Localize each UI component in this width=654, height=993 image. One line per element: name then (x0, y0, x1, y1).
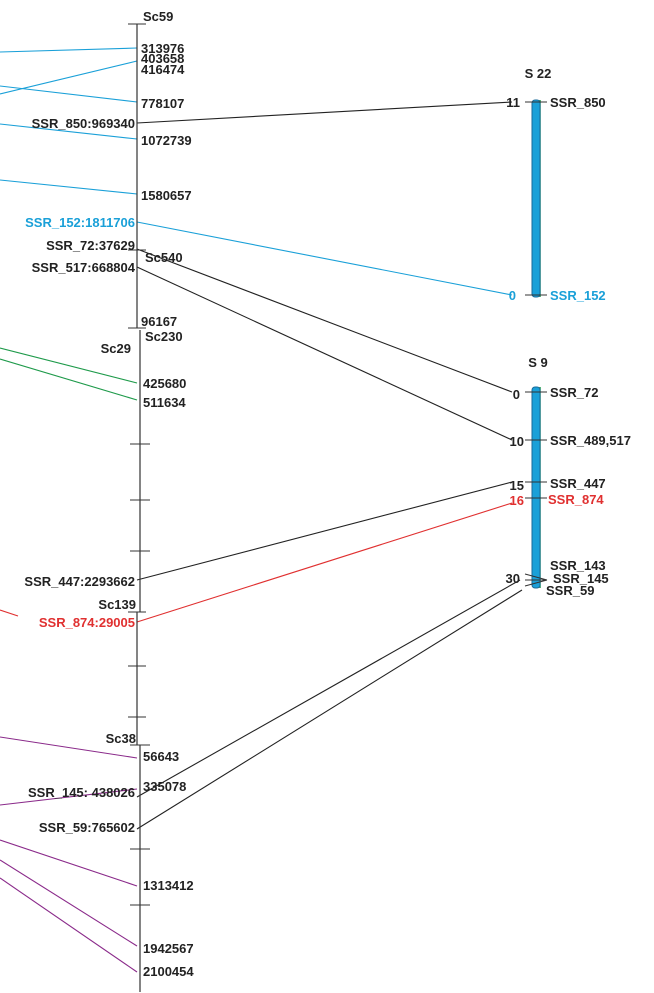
position-label: 511634 (143, 395, 186, 410)
link-313976 (0, 47, 138, 53)
linkage-group-title: S 9 (528, 355, 548, 370)
link-ssr447 (136, 481, 513, 581)
link-778107 (0, 85, 138, 103)
position-label: 56643 (143, 749, 179, 764)
marker-label-ssr145: SSR_145: 438026 (28, 785, 135, 800)
red-links (0, 502, 513, 623)
black-links (136, 101, 523, 830)
marker-label-ssr850: SSR_850:969340 (32, 116, 135, 131)
link-1942567 (0, 859, 138, 947)
marker-name: SSR_489,517 (550, 433, 631, 448)
link-ssr874 (136, 502, 513, 623)
link-403658 (0, 60, 138, 95)
marker-name: SSR_72 (550, 385, 598, 400)
link-511634 (0, 358, 138, 401)
link-2100454 (0, 877, 138, 973)
link-ssr145 (136, 579, 521, 798)
marker-name: SSR_874 (548, 492, 604, 507)
position-label: 1072739 (141, 133, 192, 148)
link-ssr152 (136, 221, 513, 296)
marker-labels-left: SSR_850:969340 SSR_152:1811706 SSR_72:37… (24, 116, 135, 835)
position-label: 1580657 (141, 188, 192, 203)
marker-tick (524, 573, 548, 581)
linkage-group-title: S 22 (525, 66, 552, 81)
position-label: 403658 (141, 51, 184, 66)
marker-name: SSR_59 (546, 583, 594, 598)
cm-label: 11 (506, 95, 520, 110)
position-label: 416474 (141, 62, 185, 77)
link-425680 (0, 347, 138, 384)
marker-label-ssr447: SSR_447:2293662 (24, 574, 135, 589)
link-ssr59 (136, 589, 523, 830)
link-1072739 (0, 123, 138, 140)
link-left-874 (0, 609, 19, 617)
position-label: 313976 (141, 41, 184, 56)
scaffold-label-sc29: Sc29 (101, 341, 131, 356)
scaffold-label-sc38: Sc38 (106, 731, 136, 746)
link-1313412 (0, 839, 138, 887)
marker-label-ssr517: SSR_517:668804 (32, 260, 136, 275)
link-56643 (0, 736, 138, 759)
chromosome-bar (531, 386, 541, 589)
cm-label: 0 (509, 288, 516, 303)
cm-label: 10 (510, 434, 524, 449)
scaffold-axis (128, 23, 150, 992)
link-ssr850 (136, 101, 513, 124)
position-label: 96167 (141, 314, 177, 329)
marker-label-ssr72: SSR_72:37629 (46, 238, 135, 253)
position-label: 335078 (143, 779, 186, 794)
scaffold-label-sc59: Sc59 (143, 9, 173, 24)
linkage-group-s9: S 9 0 SSR_72 10 SSR_489,517 15 SSR_447 1… (506, 355, 631, 598)
linkage-group-s22: S 22 11 SSR_850 0 SSR_152 (506, 66, 605, 303)
marker-name: SSR_850 (550, 95, 606, 110)
position-label: 1942567 (143, 941, 194, 956)
marker-name: SSR_143 (550, 558, 606, 573)
marker-name: SSR_447 (550, 476, 606, 491)
marker-name: SSR_152 (550, 288, 606, 303)
cm-label: 0 (513, 387, 520, 402)
purple-links (0, 736, 138, 973)
cm-label: 30 (506, 571, 520, 586)
marker-label-ssr59: SSR_59:765602 (39, 820, 135, 835)
position-labels: 313976 403658 416474 778107 1072739 1580… (141, 41, 194, 979)
position-label: 1313412 (143, 878, 194, 893)
marker-label-ssr874: SSR_874:29005 (39, 615, 135, 630)
link-ssr517 (136, 266, 513, 441)
link-ssr72 (136, 248, 513, 393)
cm-label: 16 (510, 493, 524, 508)
chromosome-bar (531, 99, 541, 298)
link-1580657 (0, 179, 138, 195)
position-label: 425680 (143, 376, 186, 391)
position-label: 778107 (141, 96, 184, 111)
position-label: 2100454 (143, 964, 194, 979)
marker-label-ssr152: SSR_152:1811706 (25, 215, 135, 230)
marker-name: SSR_145 (553, 571, 609, 586)
link-335078 (0, 788, 138, 806)
scaffold-labels: Sc59 Sc540 Sc230 Sc29 Sc139 Sc38 (98, 9, 182, 746)
green-links (0, 347, 138, 401)
cm-label: 15 (510, 478, 524, 493)
scaffold-label-sc540: Sc540 (145, 250, 183, 265)
scaffold-label-sc230: Sc230 (145, 329, 183, 344)
scaffold-label-sc139: Sc139 (98, 597, 136, 612)
marker-tick (524, 579, 548, 587)
cyan-links (0, 47, 513, 296)
